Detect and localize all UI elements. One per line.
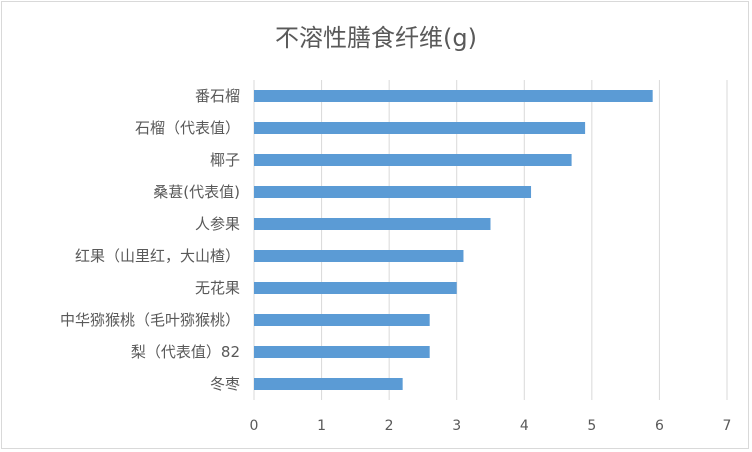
x-tick-label-4: 4: [520, 418, 529, 434]
x-tick-label-6: 6: [655, 418, 664, 434]
category-label-5: 红果（山里红，大山楂）: [75, 247, 240, 265]
bar-5: [254, 250, 464, 262]
x-tick-label-5: 5: [587, 418, 596, 434]
category-label-4: 人参果: [195, 215, 240, 233]
category-label-1: 石榴（代表值）: [135, 119, 240, 137]
category-label-3: 桑葚(代表值): [153, 183, 240, 201]
bar-4: [254, 218, 491, 230]
category-label-8: 梨（代表值）82: [131, 343, 240, 361]
bar-8: [254, 346, 430, 358]
category-label-6: 无花果: [195, 279, 240, 297]
bar-6: [254, 282, 457, 294]
category-label-0: 番石榴: [195, 87, 240, 105]
x-tick-label-0: 0: [250, 418, 259, 434]
x-tick-label-2: 2: [385, 418, 394, 434]
bar-7: [254, 314, 430, 326]
chart-title: 不溶性膳食纤维(g): [275, 24, 477, 52]
x-tick-label-3: 3: [452, 418, 461, 434]
category-label-9: 冬枣: [210, 375, 240, 393]
category-label-2: 椰子: [210, 151, 240, 169]
x-tick-label-7: 7: [723, 418, 732, 434]
bar-0: [254, 90, 653, 102]
bar-1: [254, 122, 586, 134]
bar-9: [254, 378, 403, 390]
bar-2: [254, 154, 572, 166]
bar-3: [254, 186, 532, 198]
x-tick-label-1: 1: [317, 418, 326, 434]
category-label-7: 中华猕猴桃（毛叶猕猴桃）: [60, 311, 240, 329]
